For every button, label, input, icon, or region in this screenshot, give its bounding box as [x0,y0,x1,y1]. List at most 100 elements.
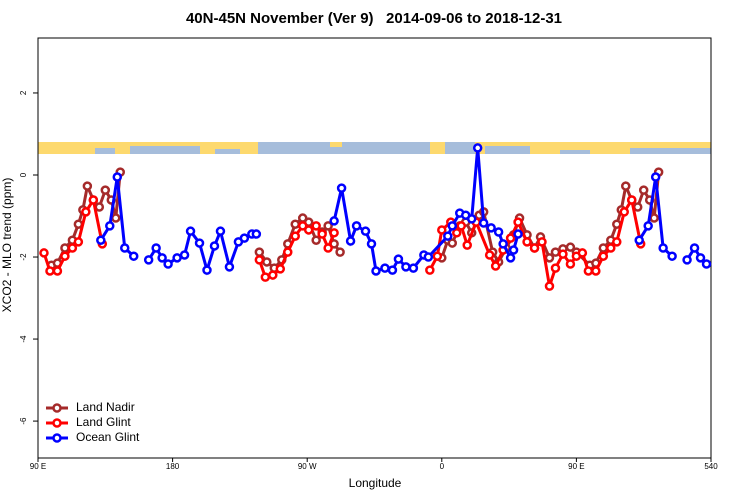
point [67,243,78,253]
point [119,243,130,253]
point [254,255,265,265]
point [667,251,677,261]
point [423,252,434,262]
point [498,239,508,249]
point [336,183,347,193]
x-axis-label: Longitude [349,476,402,490]
point [577,248,588,258]
legend-marker [52,403,62,413]
point [323,221,333,231]
point [151,243,161,253]
point [583,266,594,276]
ocean-band [485,146,530,154]
point [96,235,106,245]
point [283,247,293,257]
point [447,238,458,248]
point [224,262,235,272]
point [612,237,622,247]
point [387,265,398,275]
point [505,253,516,263]
ocean-band [95,148,115,154]
point [558,249,568,259]
point [335,247,345,257]
point [425,265,435,275]
point [94,202,105,212]
point [643,221,653,231]
point [371,266,381,276]
ocean-band [445,142,475,154]
point [447,221,458,231]
point [311,235,321,245]
legend-label: Ocean Glint [76,430,140,444]
point [262,257,272,267]
point [544,253,555,263]
point [598,243,609,253]
point [345,236,356,246]
point [462,240,472,250]
series-line [42,196,643,287]
point [60,243,70,253]
point [649,213,659,223]
point [60,251,70,261]
point [194,238,205,248]
point [254,247,265,257]
point [508,245,519,255]
point [39,248,49,258]
point [565,242,576,252]
x-tick-label: 180 [166,462,180,471]
point [112,172,123,182]
point [505,233,516,243]
land-band [330,142,342,147]
point [456,221,466,231]
point [163,259,173,269]
point [260,272,271,282]
point [621,181,631,191]
land-ocean-strip [38,142,711,154]
point [88,195,99,205]
point [290,219,300,229]
point [650,172,661,182]
point [360,226,371,236]
legend-marker [52,433,62,443]
y-tick-label: -6 [19,417,28,425]
point [550,263,561,273]
point [486,223,496,233]
legend-label: Land Nadir [76,400,135,414]
ocean-band [258,142,430,154]
point [443,231,453,241]
x-tick-label: 0 [440,462,445,471]
point [297,221,308,231]
point [268,270,278,280]
point [432,251,443,261]
point [658,243,668,253]
plot-frame [37,37,712,459]
y-tick-label: 0 [19,172,28,177]
point [290,231,300,241]
point [401,262,411,272]
point [52,266,63,276]
point [490,261,501,271]
legend-label: Land Glint [76,415,131,429]
point [351,221,362,231]
point [303,225,314,235]
series-line [99,147,708,276]
point [82,181,93,191]
ocean-band [560,150,590,154]
x-tick-label: 90 E [30,462,46,471]
point [157,253,167,263]
point [329,228,339,238]
legend-marker [52,418,62,428]
y-tick-label: -2 [19,253,28,261]
point [128,251,139,261]
point [682,255,692,265]
point [100,185,111,195]
point [437,225,447,235]
point [172,253,182,263]
point [598,251,609,261]
point [73,237,84,247]
point [251,229,262,239]
point [550,247,561,257]
point [366,239,377,249]
y-tick-label: -4 [19,335,28,343]
point [695,253,706,263]
